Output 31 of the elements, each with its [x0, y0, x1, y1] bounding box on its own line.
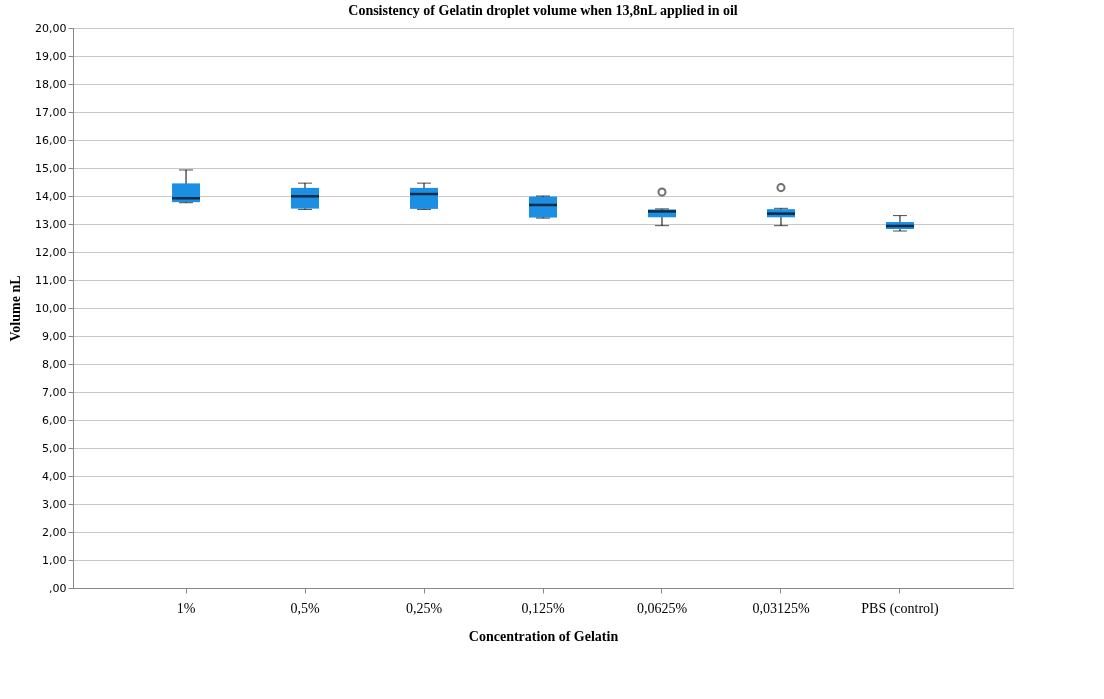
x-axis-title: Concentration of Gelatin [468, 628, 619, 644]
y-tick-label: 15,00 [35, 161, 67, 175]
x-tick-label: 0,25% [405, 600, 443, 616]
x-tick-label: PBS (control) [861, 600, 939, 617]
y-tick-label: 19,00 [35, 49, 67, 63]
x-tick-label: 0,125% [521, 600, 565, 616]
x-tick-label: 0,03125% [752, 600, 810, 616]
y-tick-label: 20,00 [35, 21, 67, 35]
y-tick-label: 11,00 [35, 273, 67, 287]
y-tick-label: 10,00 [35, 301, 67, 315]
y-tick-label: 12,00 [35, 245, 67, 259]
y-tick-label: 4,00 [42, 469, 67, 483]
x-tick-label: 1% [176, 600, 196, 616]
y-tick-label: 6,00 [42, 413, 67, 427]
y-tick-label: 18,00 [35, 77, 67, 91]
y-tick-label: 5,00 [42, 441, 67, 455]
y-axis-title: Volume nL [8, 275, 24, 342]
y-tick-label: 9,00 [42, 329, 67, 343]
y-tick-label: 2,00 [42, 525, 67, 539]
y-tick-label: 16,00 [35, 133, 67, 147]
x-tick-label: 0,5% [290, 600, 320, 616]
x-tick-label: 0,0625% [636, 600, 688, 616]
y-tick-label: 14,00 [35, 189, 67, 203]
chart-title: Consistency of Gelatin droplet volume when 13,8nL applied in oil [348, 3, 738, 18]
y-tick-label: 3,00 [42, 497, 67, 511]
y-tick-label: 1,00 [42, 553, 67, 567]
y-tick-label: ,00 [49, 581, 67, 595]
y-tick-label: 8,00 [42, 357, 67, 371]
y-tick-label: 17,00 [35, 105, 67, 119]
y-tick-label: 7,00 [42, 385, 67, 399]
y-tick-label: 13,00 [35, 217, 67, 231]
